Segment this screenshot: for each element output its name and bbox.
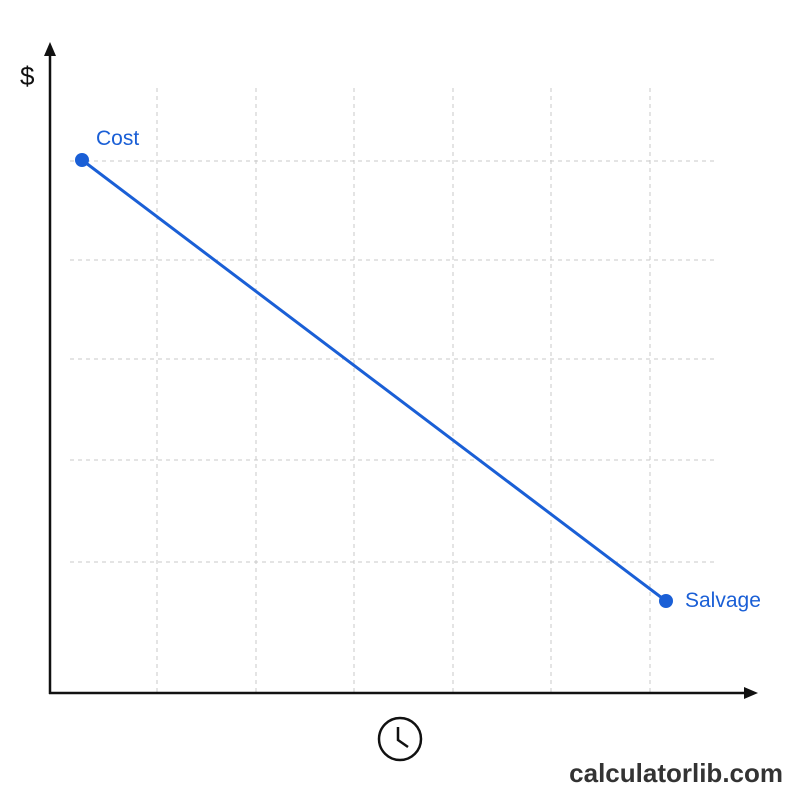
point-label: Cost (96, 127, 139, 150)
depreciation-line (81, 158, 667, 603)
clock-face (377, 716, 423, 762)
y-axis-label: $ (20, 61, 35, 91)
cost-point (75, 153, 89, 167)
x-axis-arrow (744, 687, 758, 699)
point-label: Salvage (685, 589, 761, 612)
grid (70, 88, 715, 693)
brand: calculatorlib.com (569, 758, 783, 788)
y-axis-arrow (44, 42, 56, 56)
clock-icon (377, 716, 423, 762)
clock-hands (396, 727, 409, 749)
salvage-point (659, 594, 673, 608)
